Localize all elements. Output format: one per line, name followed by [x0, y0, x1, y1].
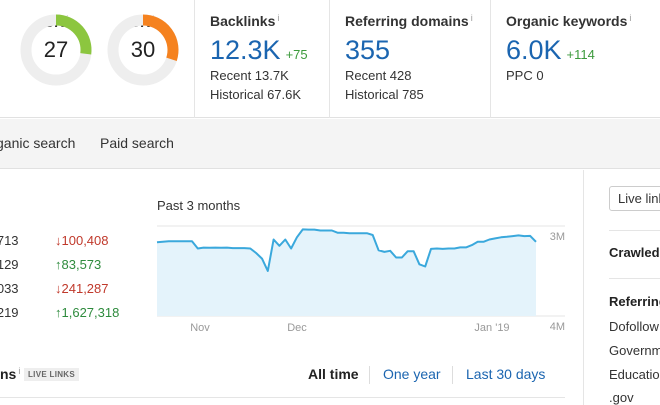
referring-item-dofollow: Dofollow: [609, 319, 659, 334]
divider: [609, 230, 660, 231]
tab-organic-search[interactable]: ganic search: [0, 135, 76, 151]
organic-keywords-metric: Organic keywords i 6.0K +114 PPC 0: [506, 13, 631, 85]
chart-x-tick-label: Jan '19: [474, 322, 509, 334]
divider: [0, 397, 565, 398]
referring-item-gov: .gov: [609, 390, 634, 405]
divider: [329, 0, 330, 118]
divider: [609, 278, 660, 279]
organic-keywords-ppc: PPC 0: [506, 68, 544, 83]
ur-gauge: [20, 14, 92, 86]
stats-change: ↑83,573: [55, 257, 102, 272]
organic-keywords-delta: +114: [566, 47, 595, 62]
chart-y-tick-label: 3M: [550, 231, 565, 243]
arrow-up-icon: ↑: [55, 305, 62, 320]
referring-domains-historical: Historical 785: [345, 87, 424, 102]
referring-domains-recent: Recent 428: [345, 68, 412, 83]
info-icon[interactable]: i: [18, 366, 21, 376]
info-icon[interactable]: i: [470, 13, 473, 23]
divider: [194, 0, 195, 118]
gauge-arc: [55, 14, 92, 55]
backlinks-value[interactable]: 12.3K: [210, 35, 281, 65]
dr-value: 30: [130, 37, 156, 62]
live-links-badge: LIVE LINKS: [24, 368, 80, 381]
referring-domains-metric: Referring domains i 355 Recent 428 Histor…: [345, 13, 473, 104]
divider: [583, 170, 584, 405]
stats-change: ↑1,627,318: [55, 305, 120, 320]
period-all-time[interactable]: All time: [308, 366, 359, 382]
section-title: ns i: [0, 366, 21, 382]
referring-item-governmental: Governm: [609, 343, 660, 358]
metrics-header: UR i 27 DR i 30 Backlinks i 12.3K +75 Recent…: [0, 0, 660, 118]
stats-change: ↓100,408: [55, 233, 109, 248]
stats-prev: 2,129: [0, 257, 19, 272]
dr-gauge: [107, 14, 179, 86]
info-icon[interactable]: i: [629, 13, 632, 23]
chart-x-tick-label: Dec: [287, 322, 307, 334]
backlinks-recent: Recent 13.7K: [210, 68, 289, 83]
referring-item-educational: Education: [609, 367, 660, 382]
chart-series-line: [156, 228, 537, 272]
info-icon[interactable]: i: [277, 13, 280, 23]
ur-value: 27: [43, 37, 69, 62]
backlinks-title: Backlinks i: [210, 13, 280, 29]
period-one-year[interactable]: One year: [383, 366, 441, 382]
arrow-down-icon: ↓: [55, 233, 62, 248]
chart-title: Past 3 months: [157, 198, 241, 213]
stats-change: ↓241,287: [55, 281, 109, 296]
backlinks-historical: Historical 67.6K: [210, 87, 302, 102]
live-links-select[interactable]: Live links: [609, 186, 660, 211]
tab-paid-search[interactable]: Paid search: [100, 135, 174, 151]
backlinks-delta: +75: [285, 47, 308, 62]
arrow-up-icon: ↑: [55, 257, 62, 272]
referring-domains-title: Referring domains i: [345, 13, 473, 29]
crawled-label: Crawled: [609, 245, 660, 260]
chart-x-tick-label: Nov: [190, 322, 210, 334]
chart-area: [157, 229, 536, 316]
organic-keywords-title: Organic keywords i: [506, 13, 632, 29]
arrow-down-icon: ↓: [55, 281, 62, 296]
referring-label: Referring: [609, 294, 660, 309]
divider: [452, 366, 453, 384]
period-last-30-days[interactable]: Last 30 days: [466, 366, 546, 382]
chart-y-tick-label: 4M: [550, 321, 565, 333]
stats-prev: 5,713: [0, 233, 19, 248]
section-tabs: ganic search Paid search: [0, 119, 660, 169]
stats-prev: 7,219: [0, 305, 19, 320]
backlinks-metric: Backlinks i 12.3K +75 Recent 13.7K Histori…: [210, 13, 308, 104]
stats-prev: 7,033: [0, 281, 19, 296]
referring-domains-value[interactable]: 355: [345, 35, 391, 65]
gauge-arc: [142, 14, 179, 61]
divider: [490, 0, 491, 118]
divider: [369, 366, 370, 384]
organic-keywords-value[interactable]: 6.0K: [506, 35, 562, 65]
